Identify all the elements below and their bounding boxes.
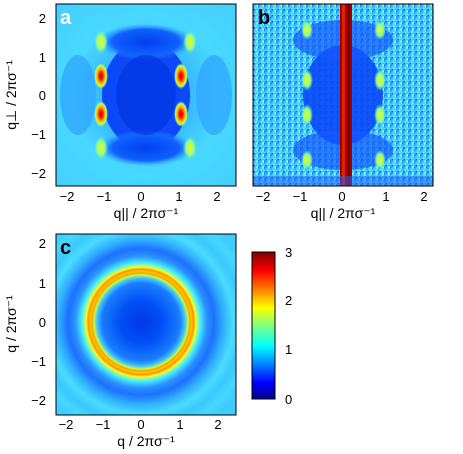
- panel-c-ytick: 2: [39, 236, 46, 251]
- panel-c-ylabel: q / 2πσ⁻¹: [3, 295, 19, 353]
- panel-b-xticks: −2 −1 0 1 2: [256, 189, 428, 204]
- panel-a-ytick: −1: [31, 127, 46, 142]
- panel-c-xtick: 2: [214, 417, 221, 432]
- panel-a: a 2 1 0 −1 −2 −2 −1 0 1 2 q|| / 2πσ⁻¹ q⊥…: [3, 3, 237, 221]
- colorbar-gradient: [251, 251, 276, 400]
- panel-a-xtick: 1: [175, 189, 182, 204]
- panel-c-xtick: 0: [137, 417, 144, 432]
- panel-a-image: [56, 4, 236, 186]
- panel-b-frame: [252, 3, 434, 187]
- panel-c-frame: [55, 233, 237, 416]
- colorbar: 3 2 1 0: [251, 245, 292, 407]
- panel-b: b −2 −1 0 1 2 q|| / 2πσ⁻¹: [252, 3, 434, 221]
- colorbar-tick: 0: [285, 392, 292, 407]
- panel-b-xtick: −1: [293, 189, 308, 204]
- panel-a-xlabel: q|| / 2πσ⁻¹: [114, 205, 179, 221]
- panel-a-letter: a: [60, 7, 72, 29]
- panel-c-yticks: 2 1 0 −1 −2: [31, 236, 46, 408]
- panel-a-ytick: 2: [39, 11, 46, 26]
- panel-c-xlabel: q / 2πσ⁻¹: [117, 433, 175, 449]
- colorbar-tick: 1: [285, 342, 292, 357]
- panel-c-letter: c: [60, 237, 71, 259]
- panel-a-xtick: −1: [97, 189, 112, 204]
- panel-a-yticks: 2 1 0 −1 −2: [31, 11, 46, 181]
- panel-c-ytick: 1: [39, 276, 46, 291]
- panel-a-xtick: −2: [60, 189, 75, 204]
- panel-c-ytick: 0: [39, 315, 46, 330]
- panel-c-ytick: −2: [31, 393, 46, 408]
- panel-c-xtick: −1: [96, 417, 111, 432]
- panel-a-xtick: 0: [137, 189, 144, 204]
- panel-a-ytick: 1: [39, 50, 46, 65]
- panel-c-ytick: −1: [31, 354, 46, 369]
- panel-c-image: [56, 234, 236, 415]
- panel-b-letter: b: [258, 7, 270, 29]
- panel-b-xtick: 1: [382, 189, 389, 204]
- panel-b-xtick: 0: [338, 189, 345, 204]
- panel-a-ylabel: q⊥ / 2πσ⁻¹: [3, 60, 19, 130]
- panel-b-xtick: 2: [420, 189, 427, 204]
- panel-b-xtick: −2: [256, 189, 271, 204]
- panel-a-ytick: −2: [31, 166, 46, 181]
- colorbar-tick: 3: [285, 245, 292, 260]
- panel-a-xticks: −2 −1 0 1 2: [60, 189, 221, 204]
- panel-b-image: [253, 4, 433, 186]
- colorbar-ticks: 3 2 1 0: [285, 245, 292, 407]
- panel-a-ytick: 0: [39, 88, 46, 103]
- panel-c: c 2 1 0 −1 −2 −2 −1 0 1 2 q / 2πσ⁻¹ q / …: [3, 233, 237, 449]
- panel-a-xtick: 2: [213, 189, 220, 204]
- panel-c-xtick: −2: [59, 417, 74, 432]
- panel-a-frame: [55, 3, 237, 187]
- panel-c-xticks: −2 −1 0 1 2: [59, 417, 222, 432]
- panel-c-xtick: 1: [176, 417, 183, 432]
- colorbar-tick: 2: [285, 293, 292, 308]
- panel-b-xlabel: q|| / 2πσ⁻¹: [311, 205, 376, 221]
